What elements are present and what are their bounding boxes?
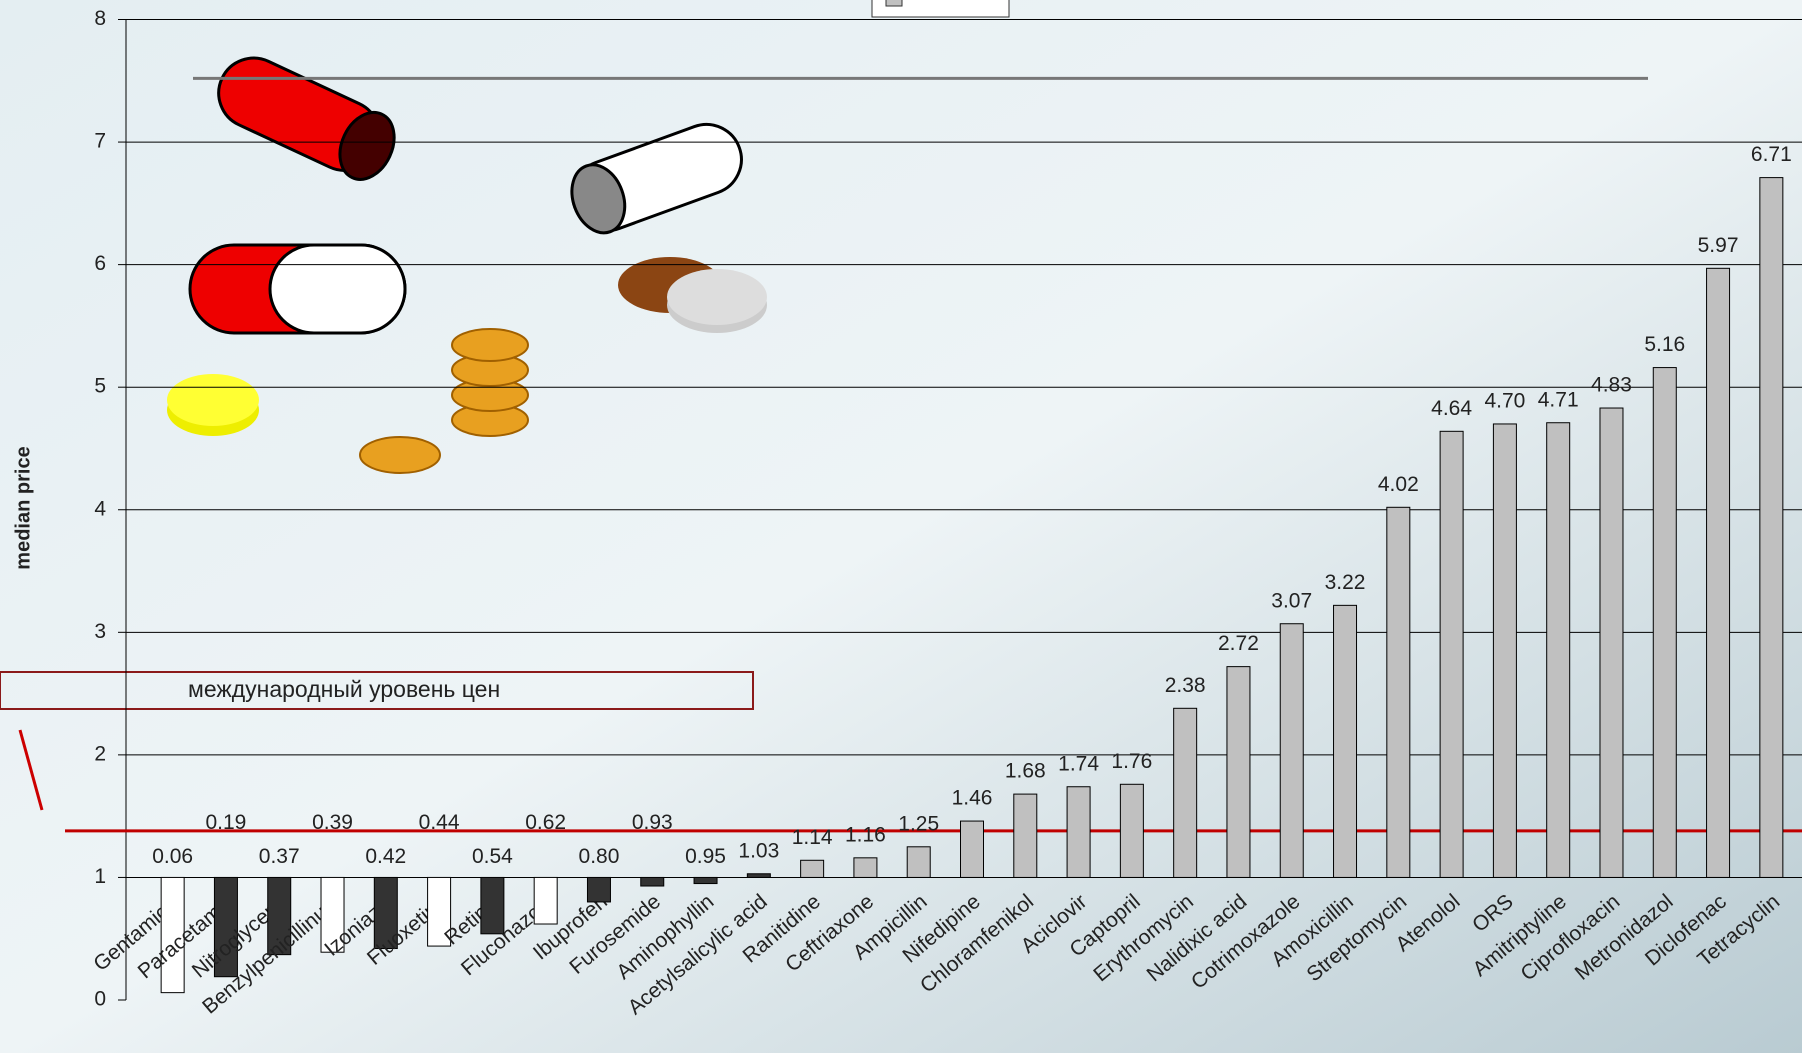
annotation: международный уровень цен <box>188 676 500 702</box>
bar <box>1439 430 1464 878</box>
value-label: 6.71 <box>1751 143 1792 166</box>
bar <box>693 876 718 885</box>
bar <box>480 876 505 935</box>
bar <box>1386 506 1411 878</box>
value-label: 3.07 <box>1271 589 1312 612</box>
value-label: 2.38 <box>1165 674 1206 697</box>
y-tick-label: 4 <box>94 497 106 520</box>
bar <box>1119 783 1144 878</box>
value-label: 1.16 <box>845 823 886 846</box>
value-label: 1.25 <box>898 812 939 835</box>
bar <box>853 857 878 878</box>
bar <box>213 876 238 978</box>
value-label: 0.42 <box>365 845 406 868</box>
value-label: 4.02 <box>1378 473 1419 496</box>
value-label: 4.83 <box>1591 374 1632 397</box>
value-label: 4.64 <box>1431 397 1472 420</box>
bar <box>800 859 825 878</box>
value-label: 0.62 <box>525 811 566 834</box>
bar <box>427 876 452 947</box>
value-label: 5.16 <box>1644 333 1685 356</box>
value-label: 0.80 <box>579 845 620 868</box>
value-label: 1.76 <box>1111 750 1152 773</box>
y-tick-label: 6 <box>94 252 106 275</box>
bar <box>160 876 185 994</box>
value-label: 3.22 <box>1325 571 1366 594</box>
value-label: 0.06 <box>152 845 193 868</box>
value-label: 1.03 <box>738 839 779 862</box>
y-tick-label: 2 <box>94 742 106 765</box>
value-label: 0.93 <box>632 811 673 834</box>
bar <box>640 876 665 887</box>
y-tick-label: 0 <box>94 988 106 1011</box>
bar <box>1492 423 1517 878</box>
value-label: 0.54 <box>472 845 513 868</box>
bar <box>1013 793 1038 878</box>
y-axis-title: median price <box>12 446 34 569</box>
bar <box>1279 623 1304 878</box>
value-label: 1.46 <box>952 787 993 810</box>
bar <box>1546 422 1571 878</box>
bar <box>1333 604 1358 878</box>
value-label: 0.44 <box>419 811 460 834</box>
bar <box>1706 267 1731 878</box>
bar <box>1226 666 1251 878</box>
bar <box>1759 177 1784 878</box>
bar <box>267 876 292 956</box>
y-tick-label: 8 <box>94 7 106 30</box>
bar <box>586 876 611 903</box>
y-tick-label: 7 <box>94 130 106 153</box>
bar <box>960 820 984 878</box>
y-tick-label: 1 <box>94 865 106 888</box>
y-tick-label: 5 <box>94 375 106 398</box>
bar <box>320 876 345 953</box>
bar <box>1652 367 1677 878</box>
y-tick-label: 3 <box>94 620 106 643</box>
bar <box>533 876 558 925</box>
value-label: 0.39 <box>312 811 353 834</box>
bar <box>1599 407 1624 878</box>
value-label: 4.70 <box>1484 390 1525 413</box>
bar <box>1066 786 1091 878</box>
value-label: 4.71 <box>1538 388 1579 411</box>
value-label: 0.19 <box>205 811 246 834</box>
value-label: 2.72 <box>1218 632 1259 655</box>
value-label: 1.68 <box>1005 760 1046 783</box>
value-label: 0.37 <box>259 845 300 868</box>
bar <box>1173 707 1198 878</box>
value-label: 1.74 <box>1058 752 1099 775</box>
bar <box>906 846 931 878</box>
decoration <box>0 0 1010 811</box>
value-label: 1.14 <box>792 826 833 849</box>
value-label: 5.97 <box>1698 234 1739 257</box>
bar <box>746 873 771 878</box>
value-label: 0.95 <box>685 845 726 868</box>
bar <box>373 876 398 950</box>
